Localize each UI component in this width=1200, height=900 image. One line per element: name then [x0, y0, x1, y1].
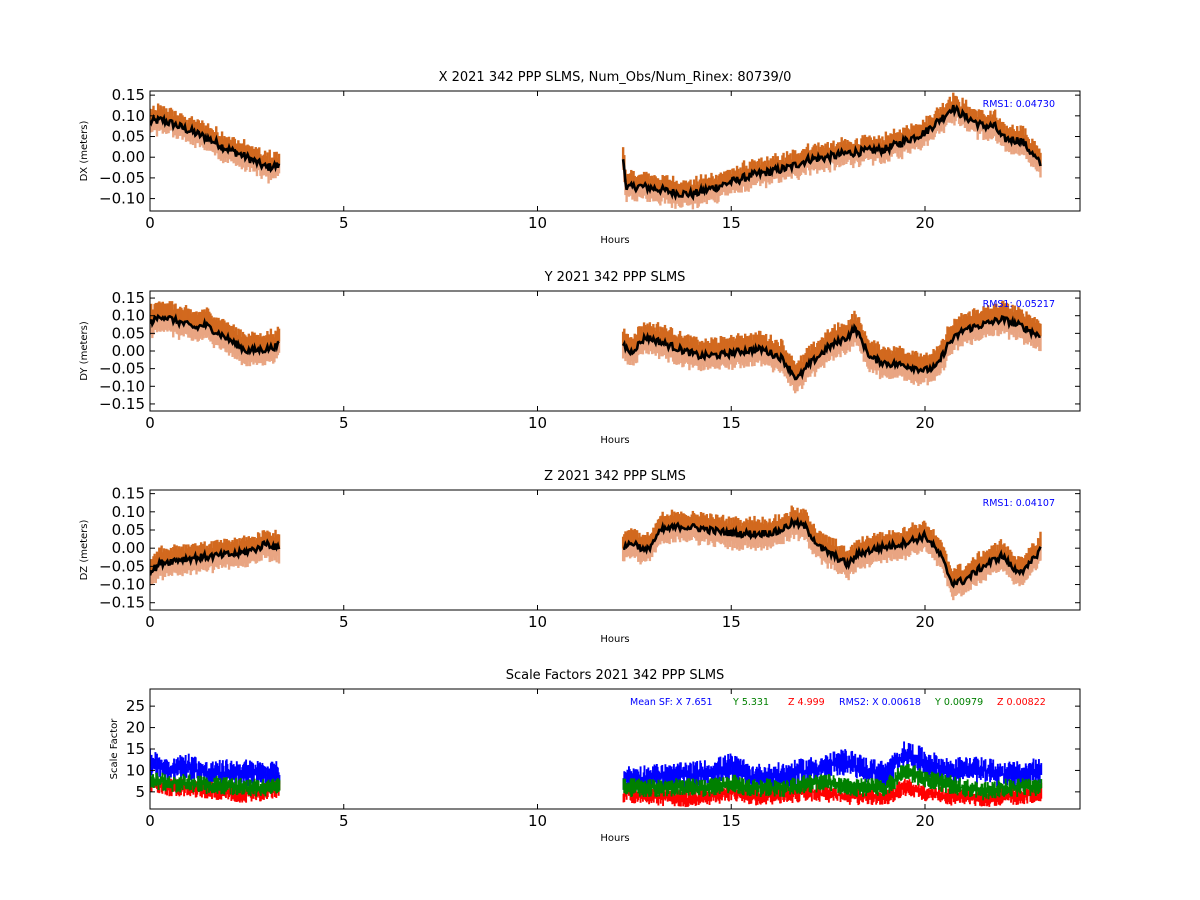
- plot-area: [150, 505, 1042, 601]
- rms-annotation: RMS1: 0.05217: [983, 299, 1055, 310]
- series-line: [150, 313, 280, 357]
- y-tick-label: 0.05: [112, 521, 145, 539]
- y-tick-label: 0.15: [112, 86, 145, 104]
- y-tick-label: −0.10: [99, 377, 145, 395]
- y-tick-label: 0.10: [112, 107, 145, 125]
- rms-annotation: RMS1: 0.04730: [983, 99, 1055, 110]
- y-tick-label: −0.10: [99, 190, 145, 208]
- subplot-title: Y 2021 342 PPP SLMS: [544, 270, 686, 285]
- series-line: [622, 516, 1042, 589]
- x-tick-label: 0: [145, 214, 155, 232]
- y-tick-label: 0.10: [112, 503, 145, 521]
- x-axis-label: Hours: [600, 634, 629, 645]
- plot-area: [150, 92, 1042, 210]
- y-tick-label: 0.00: [112, 148, 145, 166]
- x-tick-label: 15: [722, 214, 741, 232]
- y-tick-label: 0.00: [112, 342, 145, 360]
- y-tick-label: −0.05: [99, 360, 145, 378]
- series-line: [150, 113, 281, 174]
- y-tick-label: −0.05: [99, 557, 145, 575]
- y-tick-label: 0.00: [112, 539, 145, 557]
- x-tick-label: 15: [722, 414, 741, 432]
- series-line: [621, 104, 1042, 202]
- x-tick-label: 20: [915, 613, 934, 631]
- y-axis-label: DX (meters): [79, 120, 90, 181]
- y-tick-label: −0.10: [99, 576, 145, 594]
- y-axis-label: DY (meters): [79, 321, 90, 381]
- subplot-title: Scale Factors 2021 342 PPP SLMS: [506, 668, 725, 683]
- x-tick-label: 5: [339, 613, 349, 631]
- x-tick-label: 20: [915, 214, 934, 232]
- plot-area: [150, 741, 1043, 808]
- y-tick-label: 0.15: [112, 289, 145, 307]
- y-tick-label: 0.05: [112, 128, 145, 146]
- y-tick-label: −0.15: [99, 395, 145, 413]
- subplot-1: X 2021 342 PPP SLMS, Num_Obs/Num_Rinex: …: [79, 70, 1081, 246]
- x-tick-label: 5: [339, 214, 349, 232]
- y-tick-label: 0.05: [112, 324, 145, 342]
- subplot-2: Y 2021 342 PPP SLMS RMS1: 0.05217 0 5 10 15 20…: [79, 270, 1081, 446]
- subplot-title: Z 2021 342 PPP SLMS: [544, 469, 686, 484]
- plot-area: [150, 300, 1042, 394]
- y-tick-label: 0.15: [112, 485, 145, 503]
- y-tick-label: 0.10: [112, 307, 145, 325]
- series-line: [621, 314, 1041, 381]
- y-axis-label: DZ (meters): [79, 519, 90, 580]
- x-tick-label: 20: [915, 414, 934, 432]
- x-tick-label: 10: [528, 214, 547, 232]
- axes-frame: [149, 489, 1081, 611]
- x-tick-label: 0: [145, 414, 155, 432]
- x-tick-label: 10: [528, 613, 547, 631]
- x-tick-label: 15: [722, 613, 741, 631]
- y-tick-label: −0.05: [99, 169, 145, 187]
- series-line: [150, 538, 281, 576]
- axes-frame: [149, 90, 1081, 212]
- x-tick-label: 0: [145, 613, 155, 631]
- rms-annotation: RMS1: 0.04107: [983, 498, 1055, 509]
- subplot-title: X 2021 342 PPP SLMS, Num_Obs/Num_Rinex: …: [439, 70, 792, 85]
- y-tick-label: −0.15: [99, 594, 145, 612]
- subplot-3: Z 2021 342 PPP SLMS RMS1: 0.04107 0 5 10 15 20…: [79, 469, 1081, 645]
- x-axis-label: Hours: [600, 435, 629, 446]
- x-tick-label: 5: [339, 414, 349, 432]
- x-axis-label: Hours: [600, 235, 629, 246]
- x-tick-label: 10: [528, 414, 547, 432]
